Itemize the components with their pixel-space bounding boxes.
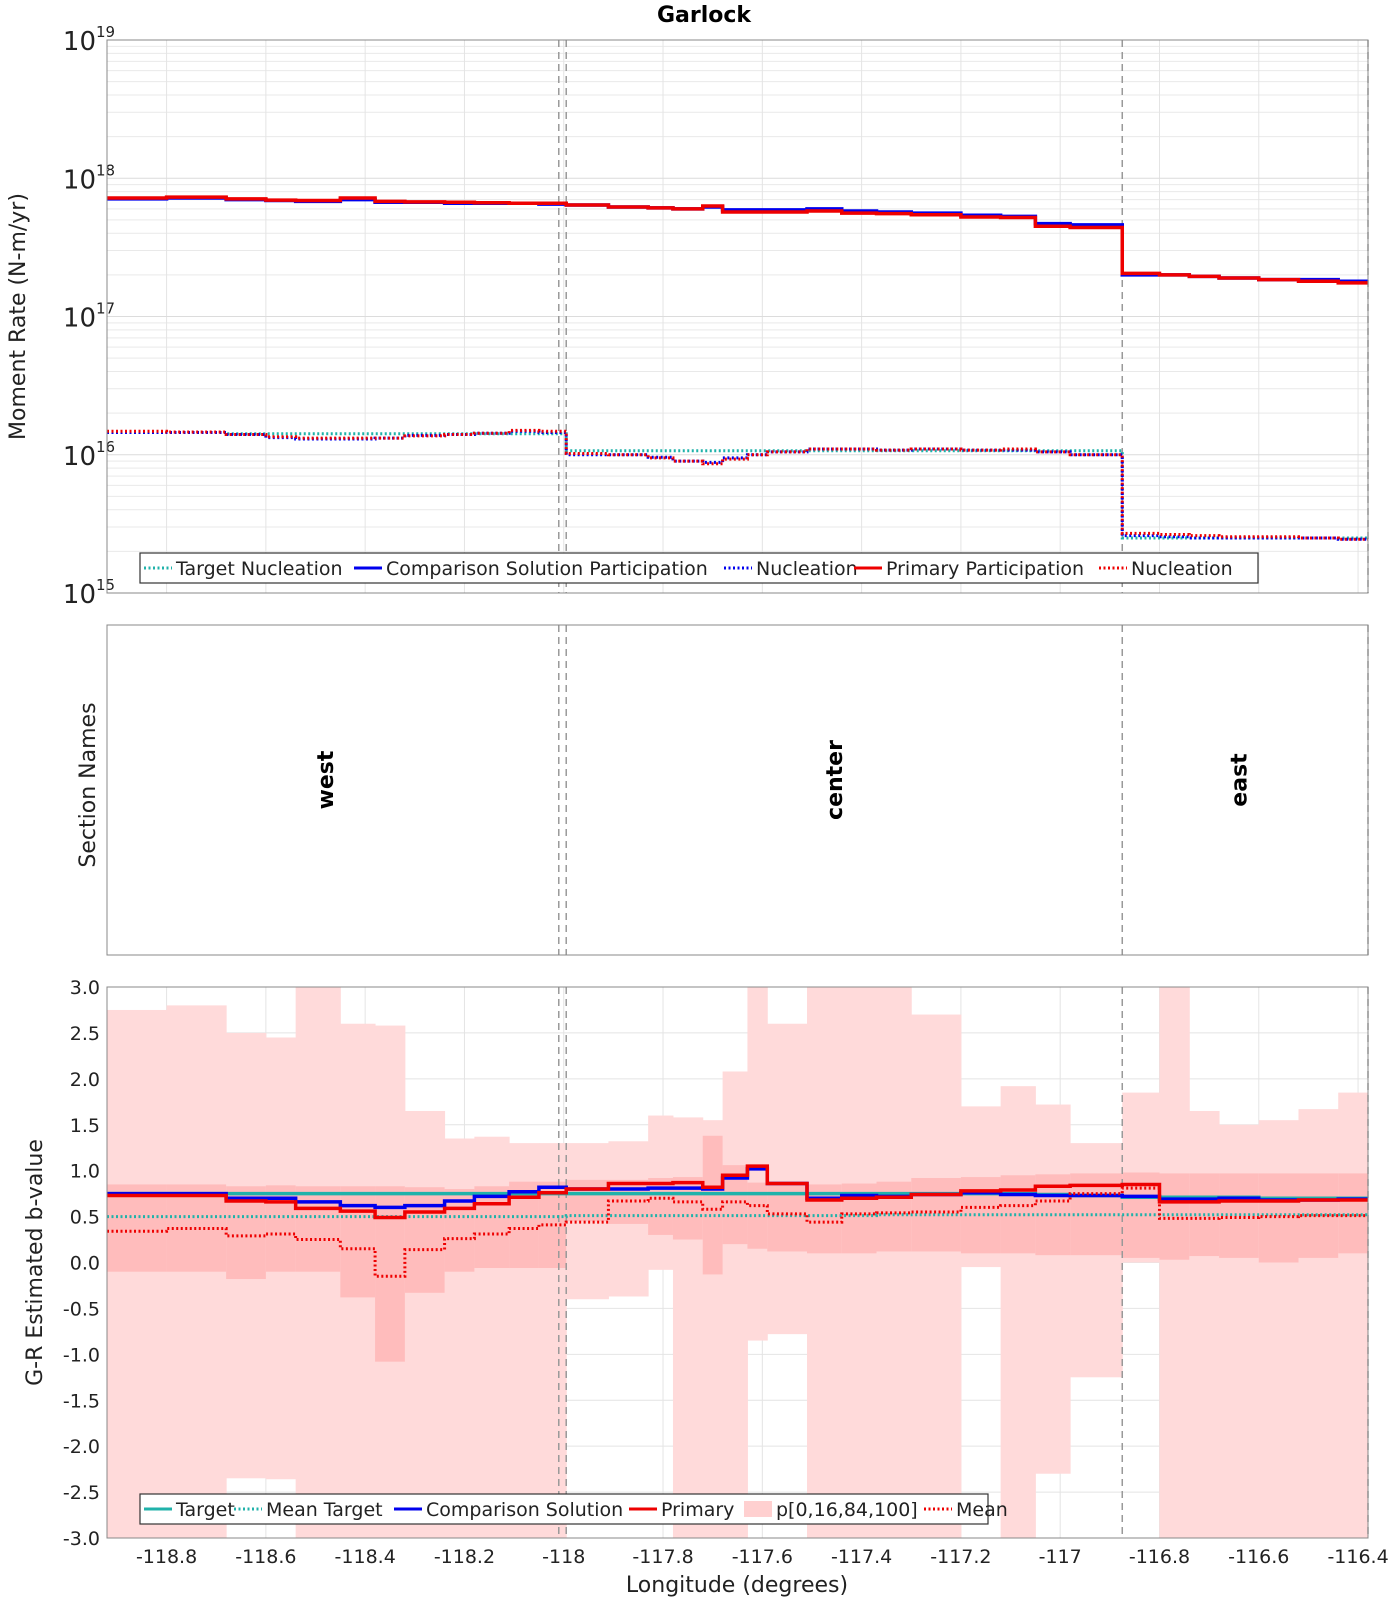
section-label-east: east (1227, 753, 1252, 807)
b-value-panel: -3.0 -2.5 -2.0 -1.5 -1.0 -0.5 0.0 0.5 1.0 1.5 2.0 2… (23, 977, 1389, 1568)
legend-label: Nucleation (1131, 558, 1233, 580)
y-tick-label: 0.5 (70, 1207, 100, 1229)
y-axis-label: Section Names (76, 702, 101, 867)
band-inner (538, 1181, 567, 1269)
x-axis-label: Longitude (degrees) (626, 1573, 848, 1598)
legend-label: p[0,16,84,100] (776, 1499, 918, 1521)
y-tick-label: 0.0 (70, 1253, 100, 1275)
x-tick-label: -117.4 (831, 1546, 892, 1568)
band-outer (841, 987, 878, 1538)
section-label-west: west (314, 750, 339, 809)
section-names-panel: west center east Section Names (76, 624, 1369, 956)
y-tick-label: 10 (63, 27, 96, 57)
x-tick-label: -117.2 (930, 1546, 991, 1568)
band-inner (608, 1179, 649, 1224)
plot-frame (106, 986, 1369, 1539)
band-inner (807, 1184, 843, 1254)
band-outer (1000, 1086, 1036, 1538)
plot-frame (106, 624, 1369, 956)
legend-label: Target (175, 1499, 235, 1521)
legend-label: Mean Target (266, 1499, 383, 1521)
y-axis-label: Moment Rate (N-m/yr) (6, 193, 31, 440)
x-tick-label: -118.6 (235, 1546, 296, 1568)
band-outer (1338, 1092, 1369, 1538)
band-outer (767, 1023, 808, 1335)
x-tick-label: -118 (542, 1546, 585, 1568)
x-tick-label: -117 (1039, 1546, 1082, 1568)
y-axis-label: G-R Estimated b-value (23, 1139, 48, 1386)
series-primary-nucleation (107, 428, 1368, 541)
band-inner (295, 1186, 341, 1272)
y-tick-label: -2.0 (63, 1436, 100, 1458)
band-inner (444, 1189, 475, 1272)
chart-title: Garlock (657, 3, 752, 28)
x-tick-label: -116.6 (1228, 1546, 1289, 1568)
y-tick-label: -1.5 (63, 1390, 100, 1412)
band-outer (107, 1009, 168, 1538)
y-tick-label: -3.0 (63, 1528, 100, 1550)
band-outer (404, 1110, 446, 1538)
band-outer (876, 987, 912, 1538)
band-outer (911, 1014, 962, 1538)
band-inner (340, 1186, 376, 1298)
band-inner (474, 1186, 510, 1269)
band-outer (747, 987, 768, 1341)
y-tick-exponent: 15 (96, 576, 115, 594)
band-outer (1159, 987, 1190, 1538)
plot-frame (106, 39, 1369, 594)
legend-swatch (744, 1501, 772, 1517)
band-inner (747, 1182, 768, 1249)
series-target (107, 1191, 1368, 1200)
legend-label: Target Nucleation (175, 558, 343, 580)
y-tick-label: 2.0 (70, 1069, 100, 1091)
y-tick-label: 2.5 (70, 1023, 100, 1045)
legend-box (139, 1493, 989, 1525)
legend-label: Primary (661, 1499, 734, 1521)
series-primary (107, 1164, 1368, 1220)
y-tick-label: 3.0 (70, 977, 100, 999)
y-tick-exponent: 19 (96, 23, 115, 41)
y-tick-label: 10 (63, 442, 96, 472)
y-tick-exponent: 18 (96, 161, 115, 179)
series-comparison-solution (107, 1167, 1368, 1210)
y-tick-label: 10 (63, 580, 96, 610)
legend-label: Comparison Solution (426, 1499, 623, 1521)
legend-label: Comparison Solution Participation (386, 558, 708, 580)
y-tick-label: -1.0 (63, 1344, 100, 1366)
y-tick-label: 1.5 (70, 1115, 100, 1137)
band-inner (404, 1187, 446, 1293)
y-tick-label: -2.5 (63, 1482, 100, 1504)
band-inner (960, 1177, 1002, 1254)
legend-label: Nucleation (756, 558, 858, 580)
y-tick-label: 10 (63, 165, 96, 195)
band-inner (107, 1184, 168, 1272)
y-tick-label: -0.5 (63, 1298, 100, 1320)
legend-label: Mean (956, 1499, 1008, 1521)
x-tick-label: -117.8 (632, 1546, 693, 1568)
band-inner (375, 1186, 406, 1362)
x-tick-label: -116.8 (1129, 1546, 1190, 1568)
band-inner (1159, 1173, 1190, 1260)
legend-box (139, 552, 1259, 584)
y-tick-label: 1.0 (70, 1161, 100, 1183)
band-outer (722, 1071, 748, 1538)
band-outer (807, 987, 843, 1538)
y-tick-exponent: 16 (96, 438, 115, 456)
band-inner (911, 1178, 962, 1252)
y-tick-label: 10 (63, 304, 96, 334)
section-label-center: center (823, 740, 848, 820)
band-inner (702, 1135, 724, 1275)
band-outer (1035, 1104, 1071, 1474)
x-tick-label: -118.2 (434, 1546, 495, 1568)
legend-label: Primary Participation (886, 558, 1084, 580)
y-tick-exponent: 17 (96, 300, 115, 318)
x-tick-label: -116.4 (1327, 1546, 1388, 1568)
x-tick-label: -118.8 (136, 1546, 197, 1568)
series-primary-participation (107, 195, 1368, 285)
x-tick-label: -117.6 (732, 1546, 793, 1568)
x-tick-label: -118.4 (335, 1546, 396, 1568)
